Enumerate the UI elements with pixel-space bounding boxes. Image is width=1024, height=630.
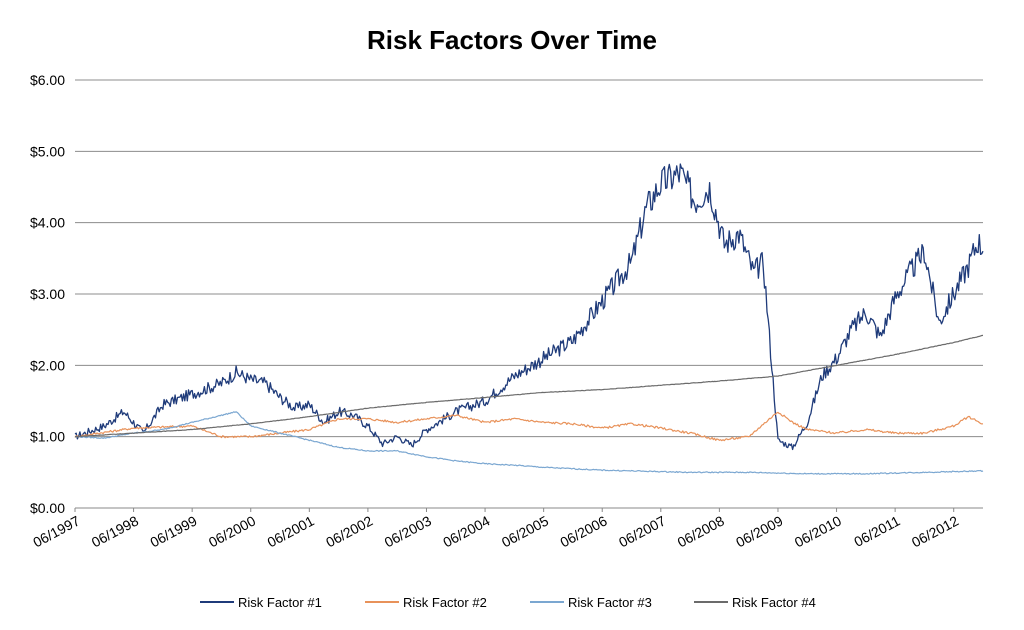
legend-label: Risk Factor #4: [732, 595, 816, 610]
x-tick-label: 06/2008: [675, 512, 727, 550]
x-tick-label: 06/2002: [323, 512, 375, 550]
y-axis-tick-labels: $0.00 $1.00 $2.00 $3.00 $4.00 $5.00 $6.00: [30, 72, 65, 516]
y-tick-label: $2.00: [30, 357, 65, 373]
x-tick-label: 06/2009: [733, 512, 785, 550]
series-line: [74, 334, 984, 438]
y-tick-label: $6.00: [30, 72, 65, 88]
legend: Risk Factor #1 Risk Factor #2 Risk Factor …: [200, 595, 816, 610]
x-tick-label: 06/2012: [909, 512, 961, 550]
x-tick-label: 06/2004: [440, 512, 492, 550]
x-tick-label: 06/2010: [792, 512, 844, 550]
x-tick-label: 06/2003: [382, 512, 434, 550]
y-tick-label: $1.00: [30, 429, 65, 445]
series-lines: [74, 163, 984, 475]
legend-label: Risk Factor #2: [403, 595, 487, 610]
x-axis-tick-labels: 06/1997 06/1998 06/1999 06/2000 06/2001 06/20…: [30, 508, 961, 550]
y-tick-label: $5.00: [30, 143, 65, 159]
x-tick-label: 06/2011: [851, 512, 902, 549]
legend-label: Risk Factor #1: [238, 595, 322, 610]
legend-label: Risk Factor #3: [568, 595, 652, 610]
gridlines: [75, 79, 983, 509]
series-line: [74, 411, 984, 475]
x-tick-label: 06/2000: [206, 512, 258, 550]
x-tick-label: 06/1999: [147, 512, 199, 550]
y-tick-label: $4.00: [30, 215, 65, 231]
x-tick-label: 06/2006: [557, 512, 609, 550]
y-tick-label: $3.00: [30, 286, 65, 302]
x-tick-label: 06/2005: [499, 512, 551, 550]
x-tick-label: 06/1997: [30, 512, 82, 550]
series-line: [74, 163, 984, 451]
x-tick-label: 06/2001: [265, 512, 317, 550]
x-tick-label: 06/2007: [616, 512, 668, 550]
series-line: [74, 411, 984, 442]
chart-title: Risk Factors Over Time: [367, 25, 657, 55]
x-tick-label: 06/1998: [89, 512, 141, 550]
y-tick-label: $0.00: [30, 500, 65, 516]
